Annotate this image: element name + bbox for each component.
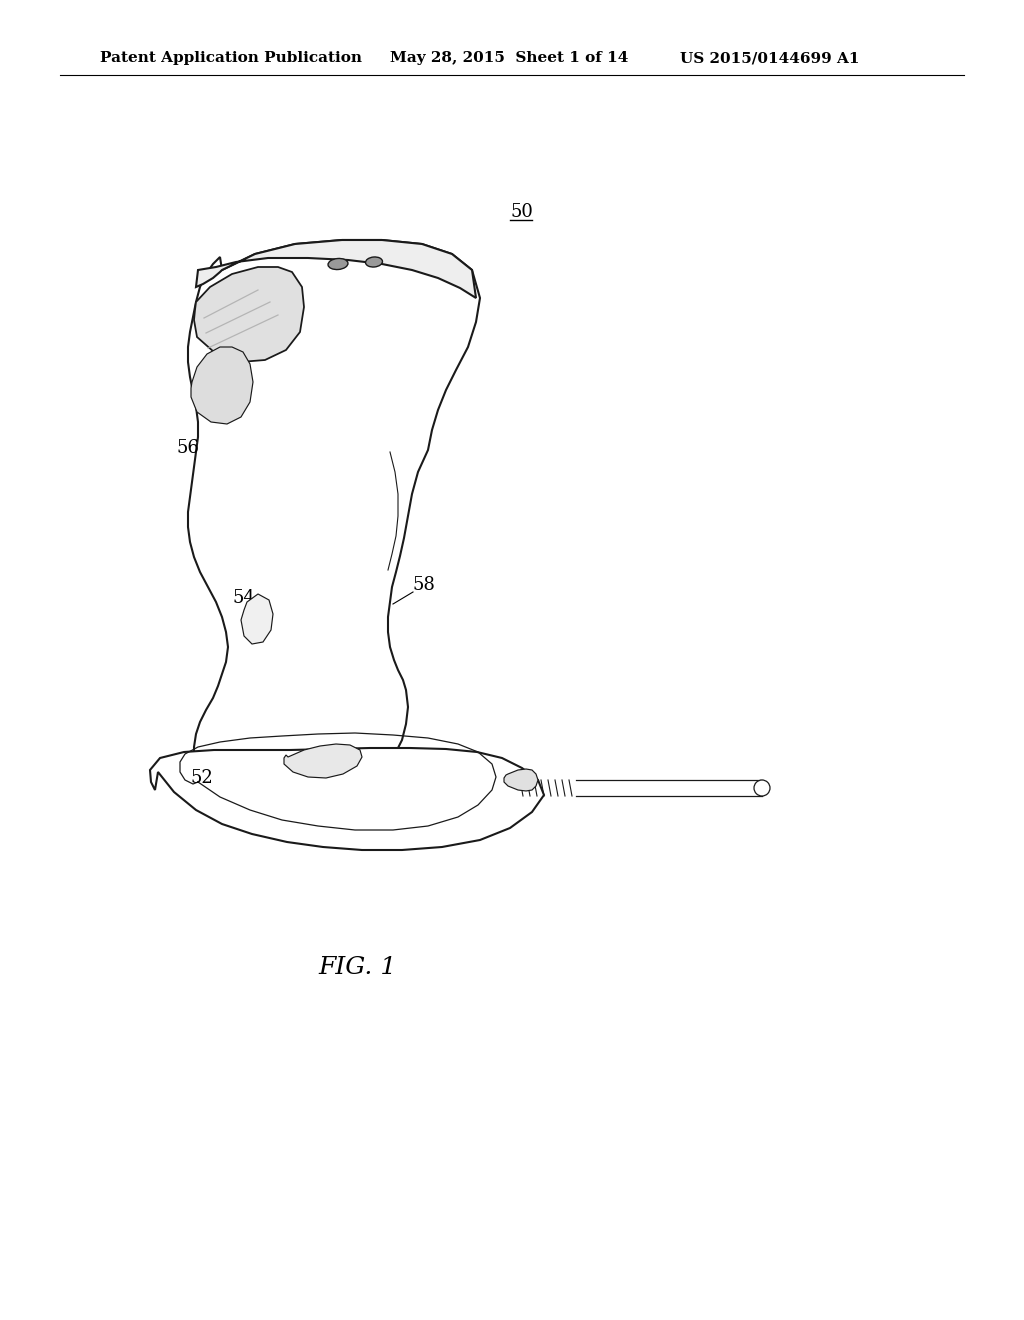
Polygon shape (188, 240, 480, 799)
Text: Patent Application Publication: Patent Application Publication (100, 51, 362, 65)
Polygon shape (194, 267, 304, 362)
Text: 54: 54 (232, 589, 255, 607)
Polygon shape (191, 347, 253, 424)
Text: 50: 50 (510, 203, 532, 220)
Ellipse shape (328, 259, 348, 269)
Polygon shape (284, 744, 362, 777)
Text: May 28, 2015  Sheet 1 of 14: May 28, 2015 Sheet 1 of 14 (390, 51, 629, 65)
Text: 56: 56 (176, 440, 199, 457)
Text: 58: 58 (413, 576, 436, 594)
Circle shape (754, 780, 770, 796)
Polygon shape (504, 770, 538, 791)
Polygon shape (196, 240, 476, 298)
Text: 52: 52 (190, 770, 213, 787)
Polygon shape (241, 594, 273, 644)
Text: US 2015/0144699 A1: US 2015/0144699 A1 (680, 51, 859, 65)
Text: FIG. 1: FIG. 1 (318, 957, 396, 979)
Ellipse shape (366, 257, 383, 267)
Polygon shape (150, 748, 544, 850)
